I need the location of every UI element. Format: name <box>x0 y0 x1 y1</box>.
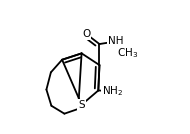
Text: NH$_2$: NH$_2$ <box>102 84 123 98</box>
Text: NH: NH <box>108 36 123 46</box>
Text: S: S <box>78 100 85 110</box>
Text: CH$_3$: CH$_3$ <box>117 46 138 60</box>
Text: O: O <box>82 29 90 39</box>
